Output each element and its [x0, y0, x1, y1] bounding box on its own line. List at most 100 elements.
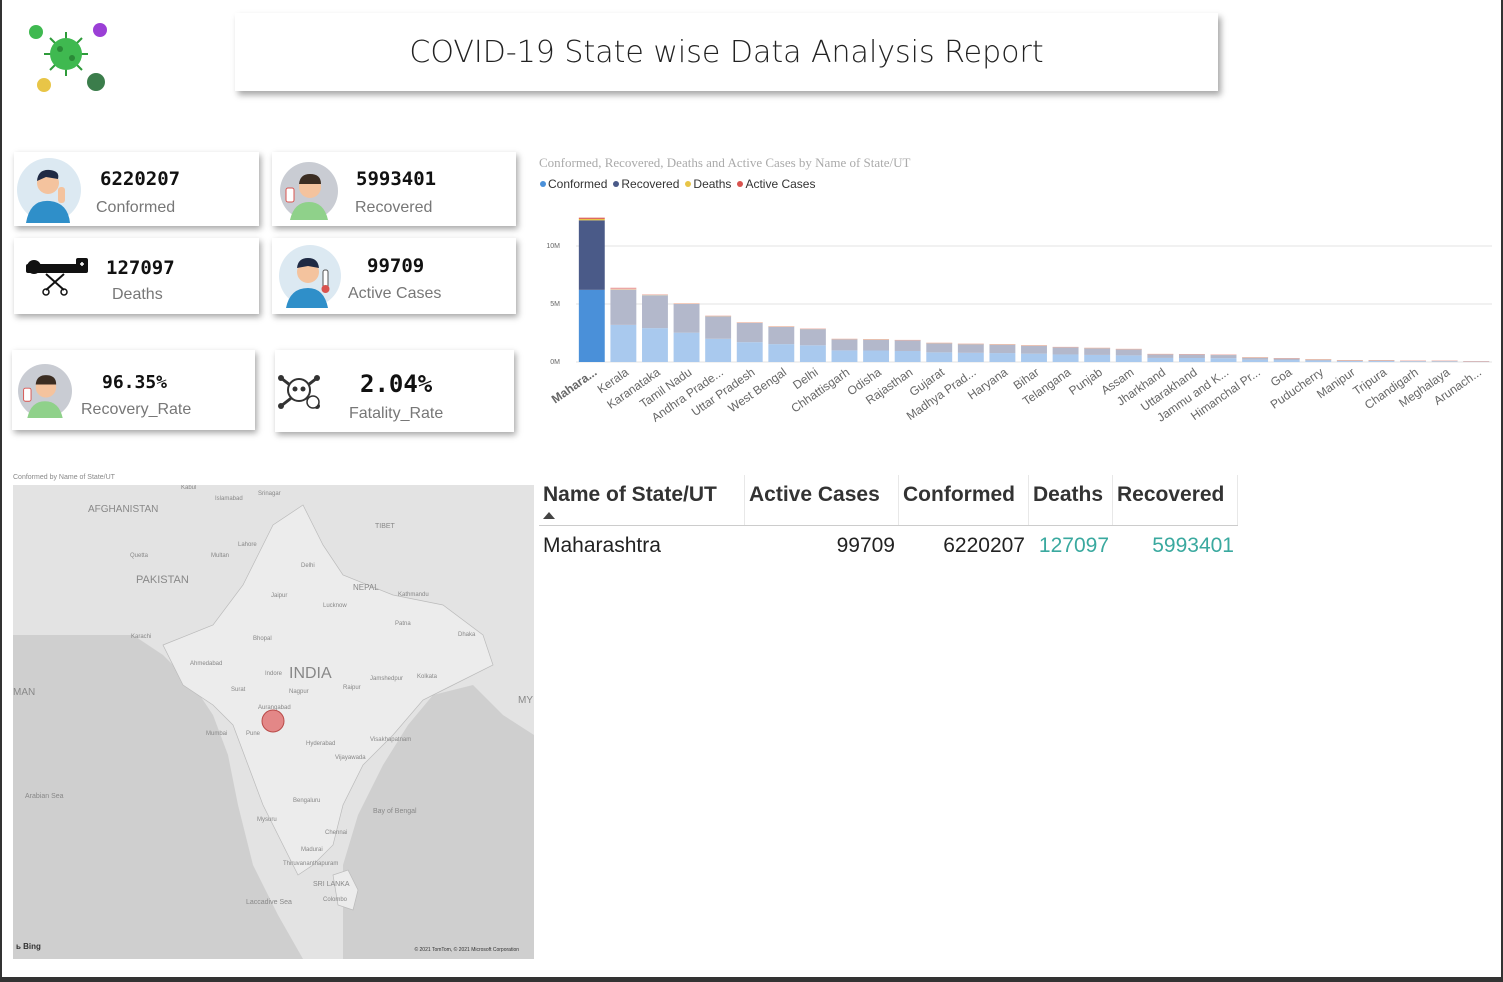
bar-segment[interactable] — [1021, 345, 1047, 354]
bar-segment[interactable] — [1021, 353, 1047, 362]
bar-segment[interactable] — [1400, 360, 1426, 362]
bar-segment[interactable] — [831, 338, 858, 340]
bar-segment[interactable] — [957, 352, 984, 362]
recovery-rate-card[interactable]: 96.35% Recovery_Rate — [12, 350, 255, 430]
sort-ascending-icon[interactable] — [543, 512, 555, 519]
bar-segment[interactable] — [957, 343, 984, 353]
bar-segment[interactable] — [1147, 353, 1174, 355]
bar-segment[interactable] — [1305, 359, 1332, 361]
column-header-confirmed[interactable]: Conformed — [899, 475, 1029, 525]
bar-segment[interactable] — [642, 295, 668, 329]
confirmed-card[interactable]: 6220207 Conformed — [14, 152, 259, 226]
bar-segment[interactable] — [610, 324, 637, 362]
bar-segment[interactable] — [831, 350, 858, 362]
bar-segment[interactable] — [578, 218, 605, 221]
bar-segment[interactable] — [673, 332, 700, 362]
bar-segment[interactable] — [1084, 354, 1111, 362]
bar-segment[interactable] — [863, 339, 890, 351]
deaths-card[interactable]: 127097 Deaths — [14, 238, 259, 314]
column-header-recovered[interactable]: Recovered — [1113, 475, 1238, 525]
bar-segment[interactable] — [989, 344, 1016, 354]
bar-segment[interactable] — [1115, 349, 1142, 356]
bar-segment[interactable] — [799, 328, 826, 330]
bar-segment[interactable] — [1242, 357, 1269, 360]
bar-segment[interactable] — [642, 294, 668, 295]
table-row[interactable]: Maharashtra 99709 6220207 127097 5993401 — [539, 526, 1238, 566]
bar-segment[interactable] — [1052, 354, 1079, 362]
bar-segment[interactable] — [1368, 360, 1395, 361]
bar-segment[interactable] — [1242, 359, 1269, 362]
bar-segment[interactable] — [989, 344, 1016, 345]
bar-segment[interactable] — [705, 338, 732, 362]
bar-segment[interactable] — [1178, 357, 1205, 362]
bar-segment[interactable] — [1147, 357, 1174, 362]
bar-segment[interactable] — [1178, 353, 1205, 355]
bar-segment[interactable] — [1305, 360, 1332, 362]
bar-segment[interactable] — [1210, 354, 1237, 359]
bar-segment[interactable] — [642, 294, 668, 296]
bar-segment[interactable] — [799, 328, 826, 346]
bar-segment[interactable] — [1463, 361, 1490, 362]
bar-segment[interactable] — [1178, 354, 1205, 358]
bar-segment[interactable] — [768, 344, 795, 362]
legend-item[interactable]: Active Cases — [737, 177, 815, 191]
bar-segment[interactable] — [1400, 361, 1426, 362]
column-header-active-cases[interactable]: Active Cases — [745, 475, 899, 525]
bar-segment[interactable] — [894, 340, 921, 351]
bar-segment[interactable] — [1273, 358, 1300, 359]
recovered-card[interactable]: 5993401 Recovered — [272, 152, 516, 226]
legend-item[interactable]: Deaths — [685, 177, 731, 191]
legend-item[interactable]: Conformed — [540, 177, 607, 191]
bar-segment[interactable] — [894, 350, 921, 362]
bar-segment[interactable] — [673, 303, 700, 304]
bar-segment[interactable] — [1305, 359, 1332, 360]
bar-segment[interactable] — [1052, 347, 1079, 355]
bar-segment[interactable] — [1242, 357, 1269, 358]
bar-segment[interactable] — [768, 326, 795, 327]
bar-segment[interactable] — [736, 322, 763, 343]
bar-segment[interactable] — [1336, 360, 1363, 361]
bar-segment[interactable] — [926, 352, 953, 362]
column-header-state[interactable]: Name of State/UT — [539, 475, 745, 525]
bar-segment[interactable] — [1431, 360, 1458, 362]
bar-segment[interactable] — [1147, 353, 1174, 358]
bar-segment[interactable] — [799, 345, 826, 362]
bar-segment[interactable] — [705, 315, 732, 317]
bar-segment[interactable] — [989, 353, 1016, 362]
bar-segment[interactable] — [768, 326, 795, 345]
bar-segment[interactable] — [705, 316, 732, 339]
bar-segment[interactable] — [1052, 346, 1079, 348]
bar-segment[interactable] — [1431, 361, 1458, 362]
bar-segment[interactable] — [831, 339, 858, 351]
bar-segment[interactable] — [610, 289, 637, 290]
bar-segment[interactable] — [1273, 360, 1300, 362]
legend-item[interactable]: Recovered — [613, 177, 679, 191]
bar-segment[interactable] — [642, 328, 668, 362]
bar-segment[interactable] — [957, 343, 984, 345]
column-header-deaths[interactable]: Deaths — [1029, 475, 1113, 525]
bar-segment[interactable] — [578, 217, 605, 219]
bar-segment[interactable] — [926, 342, 953, 344]
fatality-rate-card[interactable]: 2.04% Fatality_Rate — [275, 350, 514, 432]
bar-segment[interactable] — [578, 289, 605, 362]
bar-segment[interactable] — [926, 342, 953, 353]
bar-segment[interactable] — [1115, 355, 1142, 362]
bar-segment[interactable] — [863, 339, 890, 340]
bar-segment[interactable] — [736, 342, 763, 362]
bar-segment[interactable] — [1084, 347, 1111, 349]
bar-segment[interactable] — [1021, 345, 1047, 346]
bar-segment[interactable] — [610, 289, 637, 325]
bar-segment[interactable] — [673, 303, 700, 333]
bar-segment[interactable] — [1273, 358, 1300, 361]
bar-segment[interactable] — [1084, 348, 1111, 355]
bar-segment[interactable] — [736, 322, 763, 323]
active-card[interactable]: 99709 Active Cases — [272, 238, 516, 314]
bar-segment[interactable] — [894, 339, 921, 341]
bar-segment[interactable] — [1115, 348, 1142, 350]
bar-segment[interactable] — [863, 350, 890, 362]
bar-segment[interactable] — [1210, 354, 1237, 355]
bar-segment[interactable] — [1368, 361, 1395, 362]
bar-segment[interactable] — [1210, 358, 1237, 362]
bar-segment[interactable] — [1463, 361, 1490, 363]
